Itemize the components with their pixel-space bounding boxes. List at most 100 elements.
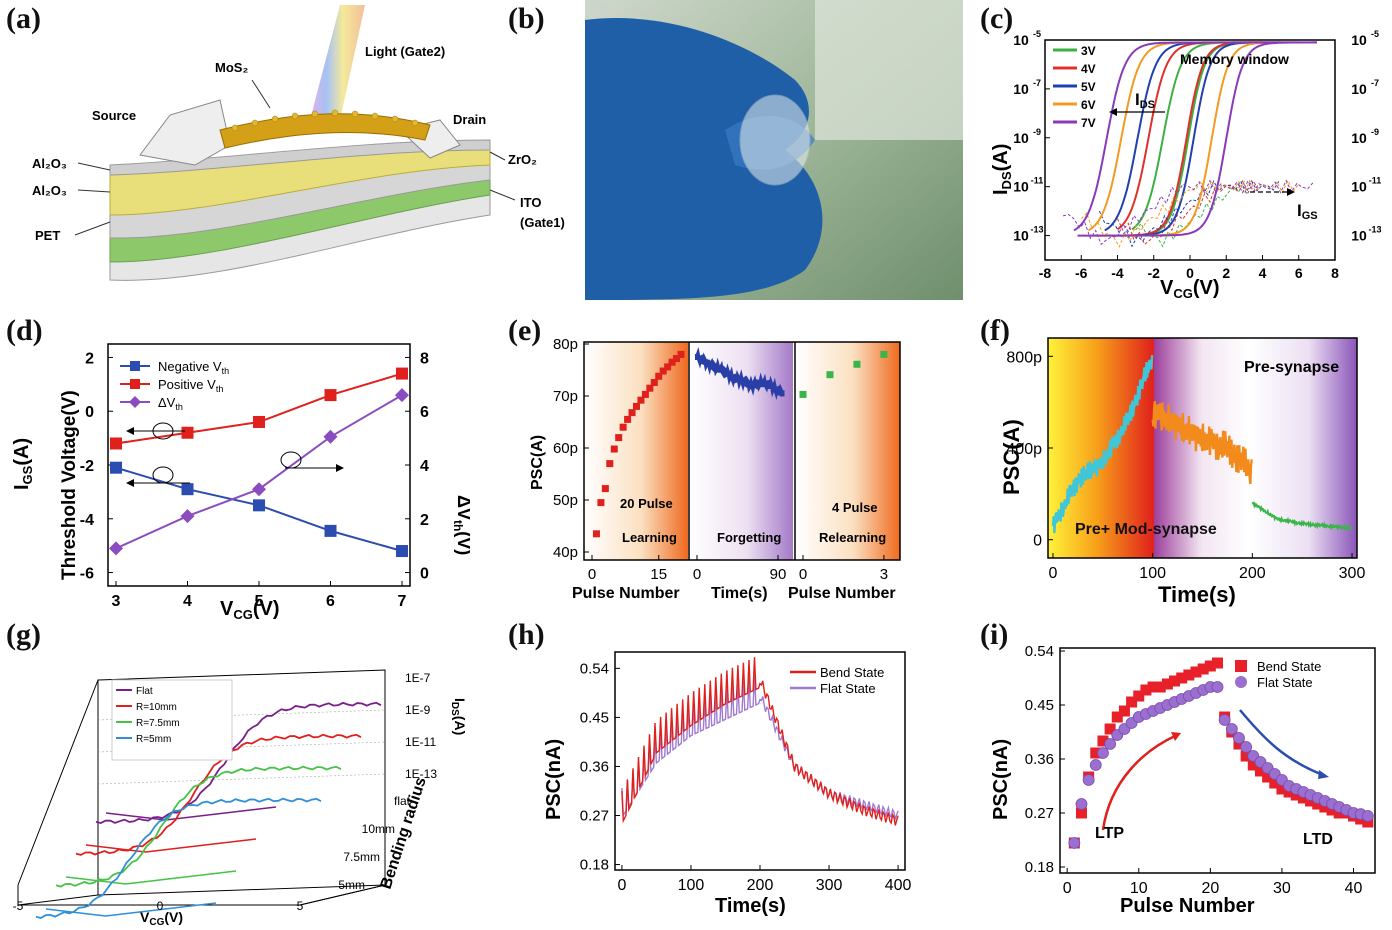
source-electrode — [139, 99, 231, 166]
chart-c-ylabel: IDS(A) — [990, 144, 1014, 195]
chart-i-point — [1161, 678, 1173, 690]
chart-f-xtick-label: 0 — [1049, 565, 1058, 582]
chart-i-point — [1190, 666, 1202, 678]
chart-h-xtick-label: 100 — [678, 877, 705, 894]
chart-d-marker — [323, 429, 338, 444]
chart-c-igs-curve — [1135, 180, 1245, 248]
chart-c-igs-curve — [1098, 179, 1280, 248]
chart-c-xtick-label: -2 — [1148, 265, 1161, 281]
chart-e-point — [826, 371, 834, 379]
chart-h-xtick-label: 200 — [747, 877, 774, 894]
chart-i-point — [1319, 801, 1331, 813]
chart-e-point — [641, 390, 649, 398]
source-label: Source — [92, 108, 136, 123]
chart-d-ytick-label-right: 8 — [420, 350, 429, 367]
chart-i: 0 10 20 30 40 0.54 0.45 0.36 0.27 0.18 Bend State… — [990, 643, 1376, 917]
chart-i-point — [1276, 783, 1288, 795]
chart-h-series — [621, 676, 899, 820]
chart-i-point — [1147, 681, 1159, 693]
chart-d-legend-label: ΔVth — [158, 395, 183, 412]
chart-d-marker — [181, 483, 194, 496]
device-photo — [585, 0, 963, 300]
chart-e-point — [606, 460, 614, 468]
chart-i-point — [1218, 714, 1231, 726]
chart-c-igs-label: IGS — [1297, 201, 1318, 222]
chart-e-point — [624, 415, 632, 423]
chart-i-point — [1361, 810, 1374, 822]
al2o3-top-label: Al₂O₃ — [32, 156, 67, 171]
chart-e: 80p 70p 60p 50p 40p 0 15 0 90 0 3 20 Pulse Learnin… — [529, 336, 901, 602]
chart-g-ylabel: IDS(A) — [449, 698, 468, 735]
chart-i-frame — [1059, 647, 1376, 874]
panel-label-f: (f) — [980, 314, 1010, 347]
chart-g-curve-reverse — [85, 838, 257, 853]
chart-h: 0 100 200 300 400 0.54 0.45 0.36 0.27 0.18 Bend S… — [543, 651, 912, 917]
chart-i-ytick-label: 0.18 — [1025, 859, 1054, 876]
chart-d: 3 4 5 6 7 2 0 -2 -4 -6 8 6 4 2 0 Negative VthPositive … — [11, 343, 470, 620]
chart-i-ltd-arrow — [1239, 709, 1324, 777]
chart-c-curve-backward — [1073, 41, 1317, 232]
chart-e-xtick-label: 0 — [799, 566, 807, 583]
chart-i-point — [1211, 681, 1224, 693]
chart-i-point — [1240, 750, 1252, 762]
chart-i-point — [1333, 807, 1345, 819]
chart-f: 0 100 200 300 800p 400p 0 Pre+ Mod-synapse Pre… — [1000, 337, 1366, 607]
chart-i-ytick-label: 0.36 — [1025, 751, 1054, 768]
chart-c-igs-curve — [1080, 179, 1300, 248]
chart-i-point — [1089, 759, 1102, 771]
panel-label-i: (i) — [980, 618, 1009, 651]
chart-c-xlabel: VCG(V) — [1160, 277, 1220, 301]
chart-d-marker — [181, 426, 194, 439]
chart-f-ylabel: PSC(A) — [1000, 419, 1024, 495]
chart-i-point — [1104, 738, 1117, 750]
chart-e-point — [615, 434, 623, 442]
chart-i-point — [1225, 723, 1238, 735]
chart-i-xtick-label: 40 — [1345, 880, 1363, 897]
chart-i-point — [1254, 765, 1266, 777]
chart-f-xtick-label: 300 — [1339, 565, 1366, 582]
chart-i-point — [1305, 795, 1317, 807]
chart-e-label-forgetting: Forgetting — [717, 530, 781, 545]
chart-g-legend-box — [111, 679, 233, 761]
chart-e-point — [880, 350, 888, 358]
chart-g-curve — [95, 701, 382, 825]
chart-i-point — [1111, 711, 1123, 723]
chart-i-point — [1082, 774, 1095, 786]
chart-d-xtick-label: 3 — [112, 593, 121, 610]
chart-e-xlabel-3: Pulse Number — [788, 585, 896, 602]
chart-d-marker — [110, 461, 122, 474]
chart-i-point — [1247, 759, 1259, 771]
chart-d-legend-marker — [130, 361, 140, 371]
chart-d-ytick-label-right: 6 — [420, 404, 429, 421]
chart-g-ztick-label: 7.5mm — [343, 850, 380, 864]
chart-g-ztick-label: 5mm — [338, 878, 365, 892]
chart-i-ytick-label: 0.45 — [1025, 697, 1054, 714]
chart-c-ytick-exp-left: -5 — [1033, 29, 1041, 39]
chart-e-point — [799, 390, 807, 398]
chart-e-ytick-label: 80p — [553, 336, 578, 353]
chart-i-xtick-label: 10 — [1130, 880, 1148, 897]
al2o3-top-layer — [109, 139, 491, 176]
chart-e-xlabel-1: Pulse Number — [572, 585, 680, 602]
chart-e-ytick-label: 70p — [553, 388, 578, 405]
chart-g-ytick-label: 1E-13 — [405, 767, 437, 781]
chart-h-ytick-label: 0.45 — [580, 709, 609, 726]
chart-e-point — [601, 485, 609, 493]
chart-h-xtick-label: 400 — [885, 877, 912, 894]
chart-e-point — [677, 350, 685, 358]
chart-e-point — [655, 372, 663, 380]
chart-c-ytick-label-right: 10 — [1351, 81, 1367, 97]
chart-g-xtick-label: 0 — [157, 899, 164, 913]
chart-e-ytick-label: 40p — [553, 544, 578, 561]
chart-i-point — [1133, 690, 1145, 702]
chart-g-curve — [35, 797, 322, 919]
chart-d-marker — [396, 367, 408, 380]
chart-c-ytick-exp-right: -11 — [1369, 176, 1382, 186]
chart-e-xtick-label: 0 — [588, 566, 596, 583]
chart-d-xtick-label: 6 — [326, 593, 335, 610]
chart-i-point — [1140, 684, 1152, 696]
chart-e-point — [610, 445, 618, 453]
chart-c-legend-label: 4V — [1081, 62, 1096, 76]
chart-c-ytick-label-left: 10 — [1013, 130, 1029, 146]
chart-i-point — [1197, 663, 1209, 675]
